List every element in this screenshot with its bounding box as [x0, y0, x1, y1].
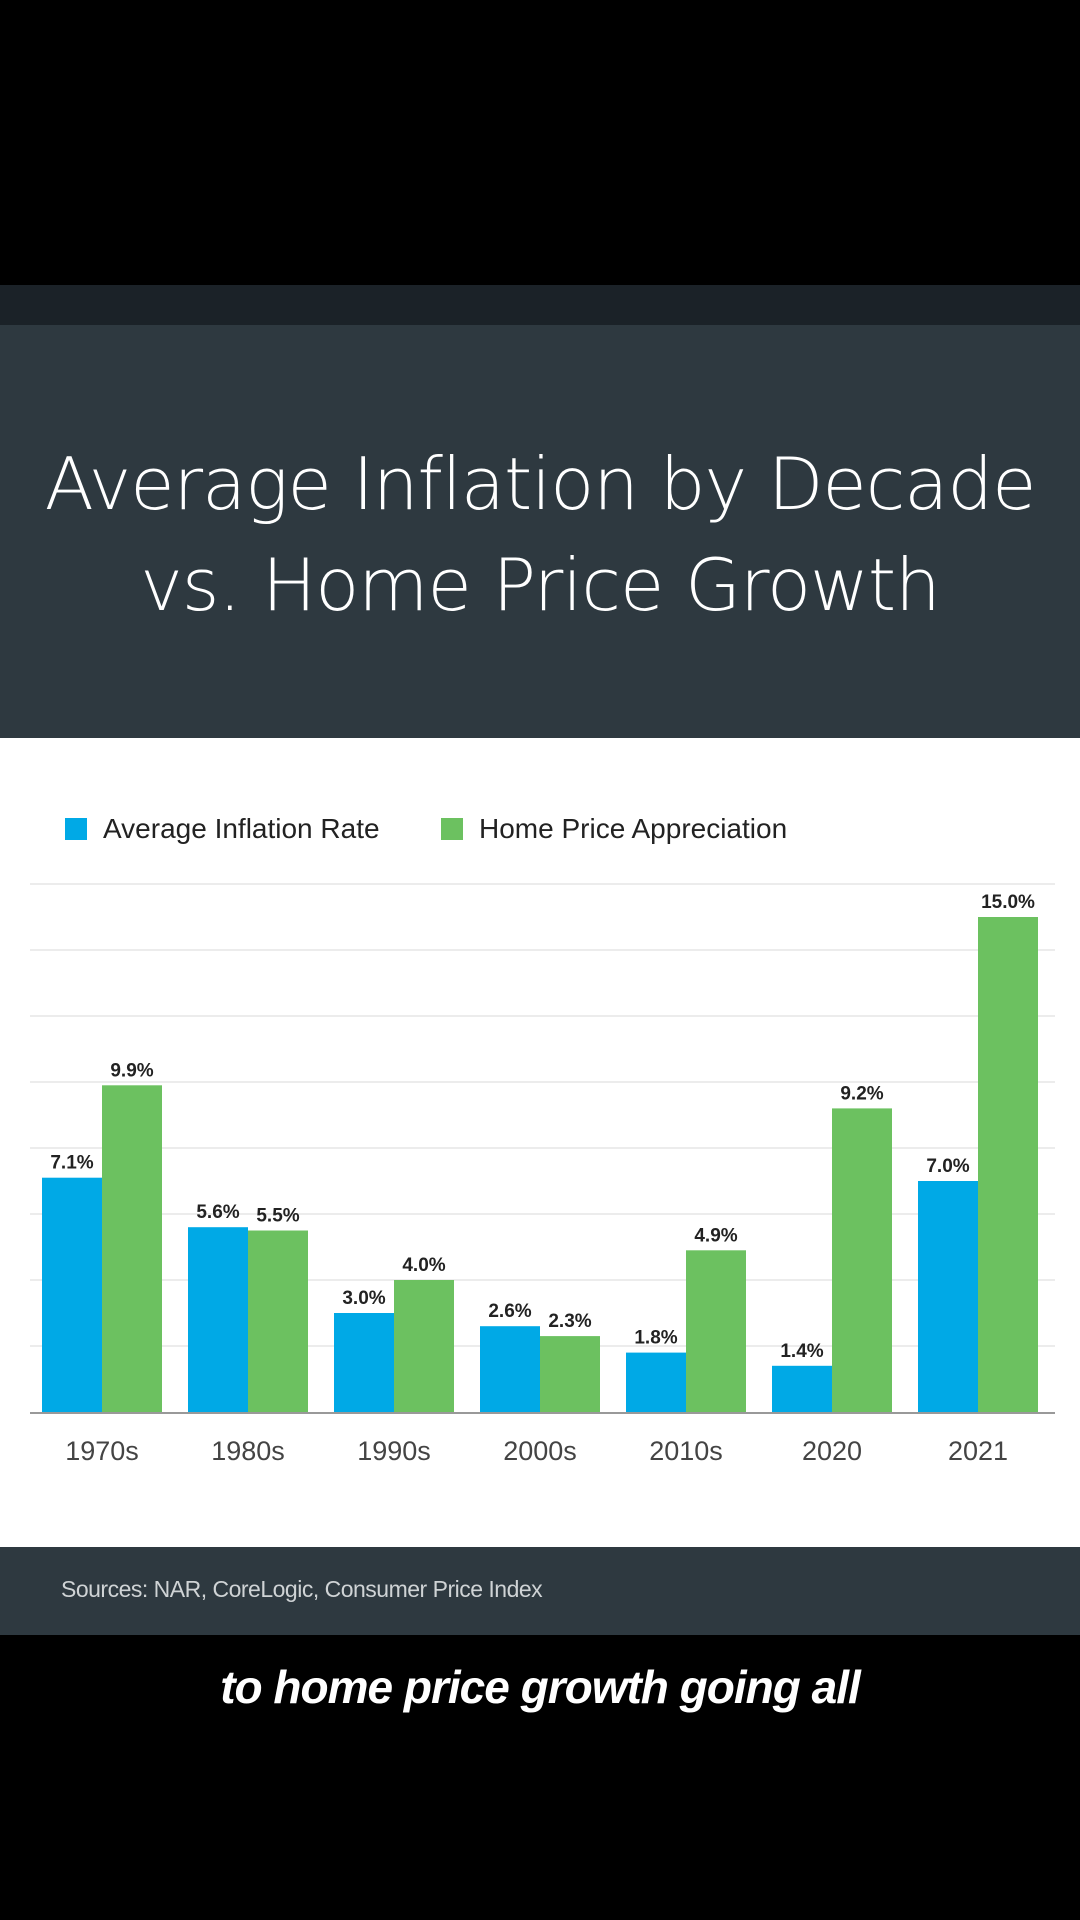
bar-inflation	[918, 1181, 978, 1412]
bar-inflation	[188, 1227, 248, 1412]
data-label: 1.8%	[634, 1328, 677, 1349]
title-panel	[0, 325, 1080, 738]
data-label: 3.0%	[342, 1288, 385, 1309]
x-tick-label: 2020	[802, 1436, 862, 1466]
chart-title-line1: Average Inflation by Decade	[44, 442, 1037, 526]
bar-home-price	[686, 1250, 746, 1412]
data-label: 4.0%	[402, 1255, 445, 1276]
data-label: 15.0%	[981, 892, 1035, 913]
top-strip	[0, 285, 1080, 325]
x-tick-label: 2000s	[503, 1436, 577, 1466]
x-tick-label: 2021	[948, 1436, 1008, 1466]
data-label: 4.9%	[694, 1225, 737, 1246]
data-label: 9.9%	[110, 1060, 153, 1081]
video-caption: to home price growth going all	[220, 1661, 861, 1713]
data-label: 2.3%	[548, 1311, 591, 1332]
bar-inflation	[334, 1313, 394, 1412]
bar-inflation	[772, 1365, 832, 1412]
data-label: 5.5%	[256, 1206, 299, 1227]
bar-home-price	[102, 1085, 162, 1412]
bar-home-price	[978, 917, 1038, 1412]
bar-home-price	[540, 1336, 600, 1412]
x-tick-label: 2010s	[649, 1436, 723, 1466]
bar-inflation	[42, 1177, 102, 1412]
bar-home-price	[832, 1108, 892, 1412]
x-tick-label: 1970s	[65, 1436, 139, 1466]
data-label: 1.4%	[780, 1341, 823, 1362]
x-tick-label: 1990s	[357, 1436, 431, 1466]
legend-label: Average Inflation Rate	[103, 813, 380, 844]
data-label: 7.0%	[926, 1156, 969, 1177]
x-tick-label: 1980s	[211, 1436, 285, 1466]
legend-label: Home Price Appreciation	[479, 813, 788, 844]
sources-note: Sources: NAR, CoreLogic, Consumer Price …	[61, 1576, 543, 1602]
footer-bar	[0, 1547, 1080, 1635]
data-label: 2.6%	[488, 1301, 531, 1322]
bar-home-price	[248, 1230, 308, 1412]
legend-swatch-blue	[65, 818, 87, 840]
legend-swatch-green	[441, 818, 463, 840]
data-label: 9.2%	[840, 1083, 883, 1104]
data-label: 7.1%	[50, 1153, 93, 1174]
data-label: 5.6%	[196, 1202, 239, 1223]
bar-inflation	[480, 1326, 540, 1412]
legend-item-inflation: Average Inflation Rate	[65, 813, 380, 845]
chart-title-line2: vs. Home Price Growth	[140, 543, 941, 627]
legend-item-home-price: Home Price Appreciation	[441, 813, 787, 845]
bar-home-price	[394, 1280, 454, 1412]
bar-inflation	[626, 1352, 686, 1412]
